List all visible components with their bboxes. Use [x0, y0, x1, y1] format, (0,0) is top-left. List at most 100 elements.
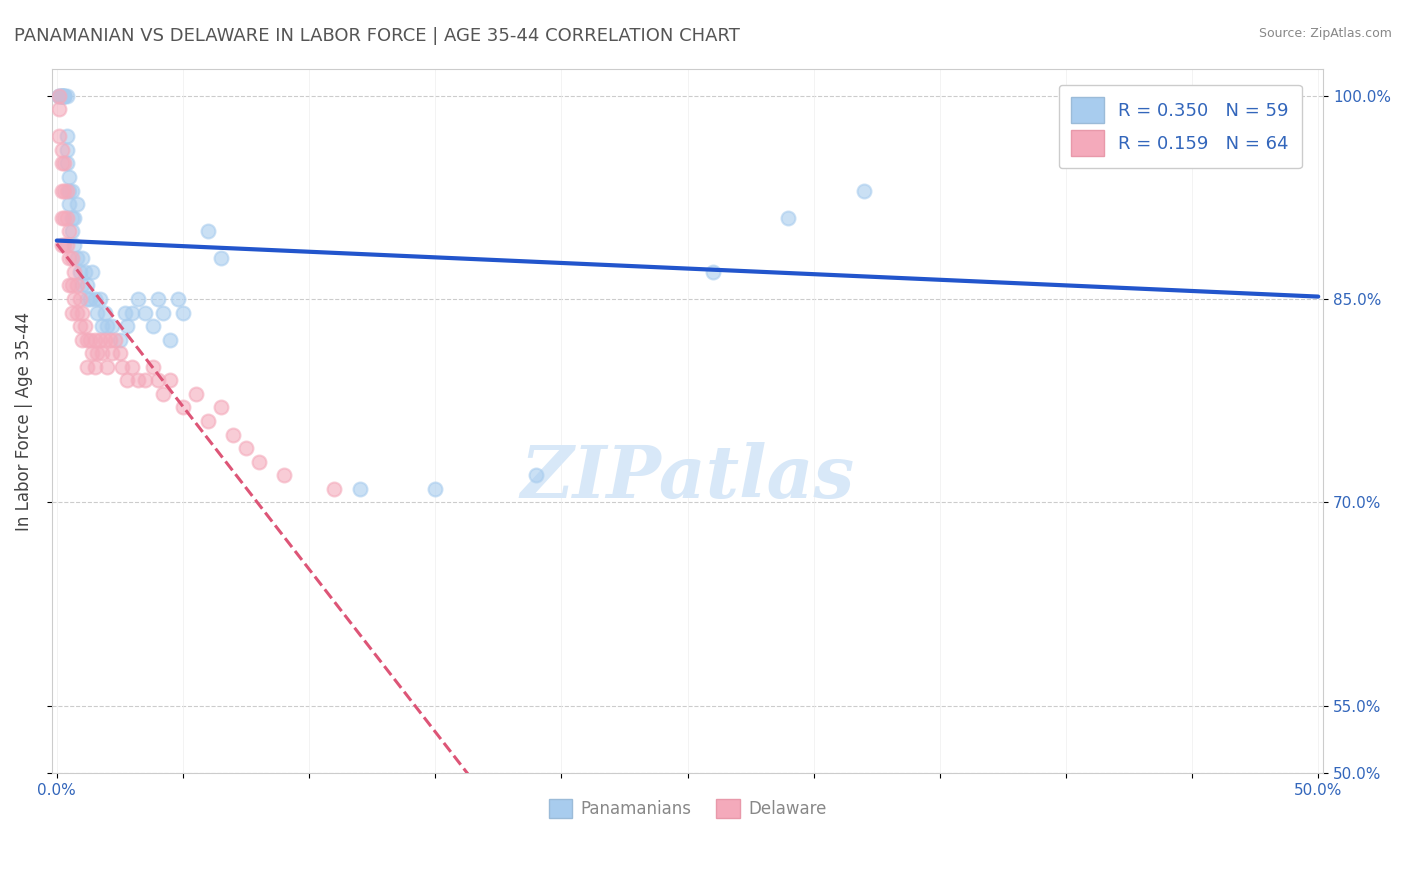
Point: [114, 305, 136, 319]
Point: [51, 211, 73, 225]
Point: [58, 252, 80, 266]
Legend: Panamanians, Delaware: Panamanians, Delaware: [541, 792, 832, 825]
Point: [56, 129, 79, 144]
Point: [53, 184, 76, 198]
Point: [53, 156, 76, 170]
Point: [349, 482, 371, 496]
Point: [56, 211, 79, 225]
Point: [53, 88, 76, 103]
Point: [56, 156, 79, 170]
Point: [121, 359, 143, 374]
Point: [56, 184, 79, 198]
Point: [83, 359, 105, 374]
Point: [56, 88, 79, 103]
Point: [96, 319, 118, 334]
Point: [60, 278, 83, 293]
Point: [60, 224, 83, 238]
Point: [60, 252, 83, 266]
Point: [142, 359, 165, 374]
Point: [167, 292, 190, 306]
Point: [778, 211, 800, 225]
Point: [53, 88, 76, 103]
Point: [63, 237, 86, 252]
Point: [702, 265, 724, 279]
Point: [82, 346, 104, 360]
Point: [108, 333, 131, 347]
Point: [159, 333, 181, 347]
Point: [93, 305, 115, 319]
Point: [96, 359, 118, 374]
Point: [51, 88, 73, 103]
Point: [121, 305, 143, 319]
Point: [73, 319, 96, 334]
Point: [51, 237, 73, 252]
Point: [117, 319, 139, 334]
Point: [79, 333, 101, 347]
Point: [235, 441, 257, 455]
Point: [66, 278, 89, 293]
Point: [83, 292, 105, 306]
Point: [58, 184, 80, 198]
Point: [51, 88, 73, 103]
Point: [58, 169, 80, 184]
Point: [70, 252, 93, 266]
Point: [146, 292, 169, 306]
Point: [63, 211, 86, 225]
Point: [101, 346, 124, 360]
Point: [91, 319, 114, 334]
Point: [152, 387, 174, 401]
Text: PANAMANIAN VS DELAWARE IN LABOR FORCE | AGE 35-44 CORRELATION CHART: PANAMANIAN VS DELAWARE IN LABOR FORCE | …: [14, 27, 740, 45]
Point: [127, 373, 149, 387]
Point: [53, 211, 76, 225]
Point: [51, 88, 73, 103]
Text: Source: ZipAtlas.com: Source: ZipAtlas.com: [1258, 27, 1392, 40]
Point: [146, 373, 169, 387]
Point: [127, 292, 149, 306]
Point: [76, 359, 98, 374]
Point: [58, 224, 80, 238]
Point: [91, 346, 114, 360]
Point: [51, 143, 73, 157]
Point: [70, 333, 93, 347]
Point: [56, 237, 79, 252]
Point: [51, 88, 73, 103]
Point: [89, 333, 111, 347]
Point: [172, 305, 194, 319]
Point: [69, 265, 91, 279]
Point: [51, 156, 73, 170]
Point: [134, 373, 156, 387]
Point: [63, 292, 86, 306]
Point: [86, 305, 108, 319]
Point: [53, 88, 76, 103]
Point: [209, 252, 232, 266]
Point: [76, 292, 98, 306]
Point: [209, 401, 232, 415]
Point: [853, 184, 876, 198]
Point: [184, 387, 207, 401]
Point: [111, 359, 134, 374]
Y-axis label: In Labor Force | Age 35-44: In Labor Force | Age 35-44: [15, 311, 32, 531]
Text: ZIPatlas: ZIPatlas: [520, 442, 855, 513]
Point: [69, 292, 91, 306]
Point: [60, 305, 83, 319]
Point: [83, 333, 105, 347]
Point: [48, 129, 70, 144]
Point: [60, 184, 83, 198]
Point: [48, 88, 70, 103]
Point: [73, 265, 96, 279]
Point: [159, 373, 181, 387]
Point: [524, 468, 547, 483]
Point: [142, 319, 165, 334]
Point: [89, 292, 111, 306]
Point: [117, 373, 139, 387]
Point: [48, 102, 70, 116]
Point: [69, 319, 91, 334]
Point: [48, 88, 70, 103]
Point: [197, 414, 219, 428]
Point: [425, 482, 447, 496]
Point: [60, 211, 83, 225]
Point: [273, 468, 295, 483]
Point: [76, 333, 98, 347]
Point: [53, 237, 76, 252]
Point: [76, 278, 98, 293]
